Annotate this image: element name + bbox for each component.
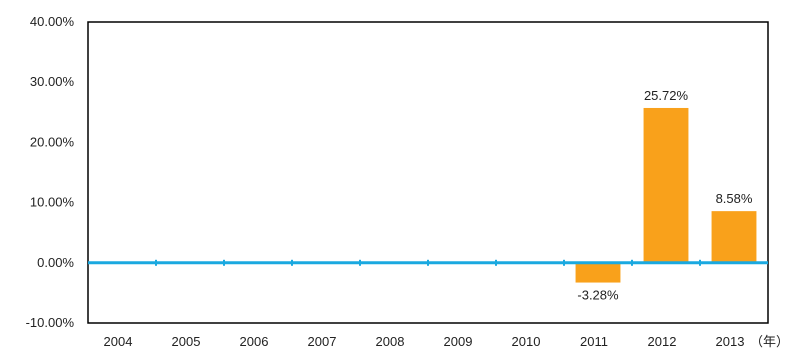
- y-tick-label: -10.00%: [26, 315, 75, 330]
- x-tick-label: 2012: [648, 334, 677, 349]
- x-axis-unit-label: （年）: [750, 334, 789, 349]
- y-tick-label: 40.00%: [30, 14, 75, 29]
- data-label-2011: -3.28%: [577, 288, 619, 303]
- data-labels: -3.28% 25.72% 8.58%: [577, 88, 752, 303]
- x-tick-label: 2006: [240, 334, 269, 349]
- data-label-2012: 25.72%: [644, 88, 689, 103]
- x-tick-label: 2005: [172, 334, 201, 349]
- x-tick-label: 2011: [580, 334, 608, 349]
- bar-2011: [575, 262, 621, 283]
- x-tick-label: 2013: [716, 334, 745, 349]
- x-tick-label: 2009: [444, 334, 473, 349]
- data-label-2013: 8.58%: [716, 191, 753, 206]
- bar-2013: [711, 211, 757, 263]
- y-tick-label: 30.00%: [30, 74, 75, 89]
- bar-series: [575, 107, 757, 283]
- bar-2012: [643, 107, 689, 263]
- x-tick-label: 2010: [512, 334, 541, 349]
- y-tick-label: 0.00%: [37, 255, 74, 270]
- x-tick-label: 2007: [308, 334, 337, 349]
- y-tick-label: 20.00%: [30, 134, 75, 149]
- y-axis-ticks: 40.00% 30.00% 20.00% 10.00% 0.00% -10.00%: [26, 14, 75, 330]
- x-tick-label: 2008: [376, 334, 405, 349]
- x-axis-ticks: 2004 2005 2006 2007 2008 2009 2010 2011 2012 2013: [104, 259, 745, 349]
- x-tick-label: 2004: [104, 334, 133, 349]
- plot-area-frame: [87, 21, 769, 324]
- y-tick-label: 10.00%: [30, 195, 75, 210]
